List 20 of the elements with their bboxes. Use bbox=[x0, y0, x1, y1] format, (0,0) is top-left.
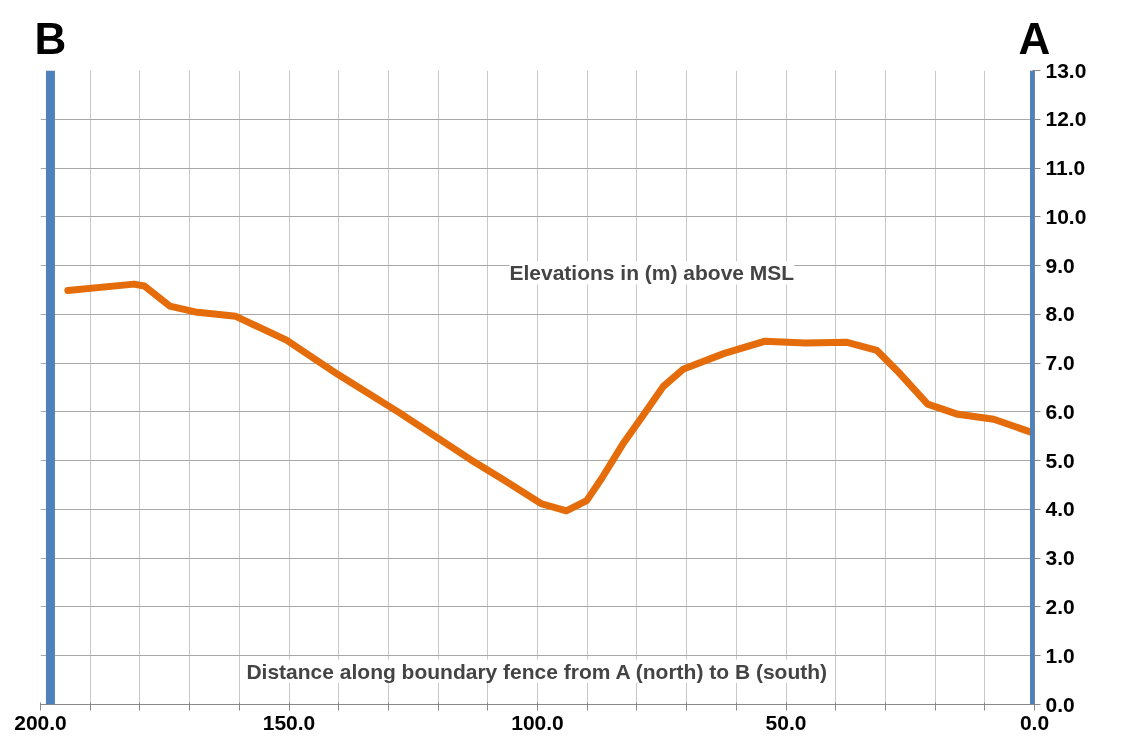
y-tick-label: 2.0 bbox=[1045, 594, 1075, 618]
y-tick-label: 12.0 bbox=[1045, 107, 1087, 131]
y-tick-label: 0.0 bbox=[1045, 692, 1075, 716]
ref-line-label: B bbox=[34, 13, 67, 63]
y-tick-label: 4.0 bbox=[1045, 497, 1075, 521]
y-tick-label: 11.0 bbox=[1045, 156, 1086, 180]
y-tick-label: 3.0 bbox=[1045, 546, 1075, 570]
x-tick-label: 150.0 bbox=[262, 710, 316, 734]
x-tick-label: 200.0 bbox=[14, 710, 67, 734]
y-tick-label: 1.0 bbox=[1045, 643, 1075, 667]
y-tick-label: 6.0 bbox=[1045, 399, 1075, 423]
x-tick-label: 100.0 bbox=[511, 710, 564, 734]
y-tick-label: 10.0 bbox=[1045, 204, 1087, 228]
y-tick-label: 8.0 bbox=[1045, 302, 1075, 326]
x-tick-label: 50.0 bbox=[765, 710, 807, 734]
annotation: Elevations in (m) above MSL bbox=[509, 261, 795, 285]
y-tick-label: 7.0 bbox=[1045, 351, 1075, 375]
y-tick-label: 9.0 bbox=[1045, 253, 1075, 277]
y-tick-label: 5.0 bbox=[1045, 448, 1075, 472]
annotation: Distance along boundary fence from A (north) to B (south) bbox=[246, 659, 828, 683]
